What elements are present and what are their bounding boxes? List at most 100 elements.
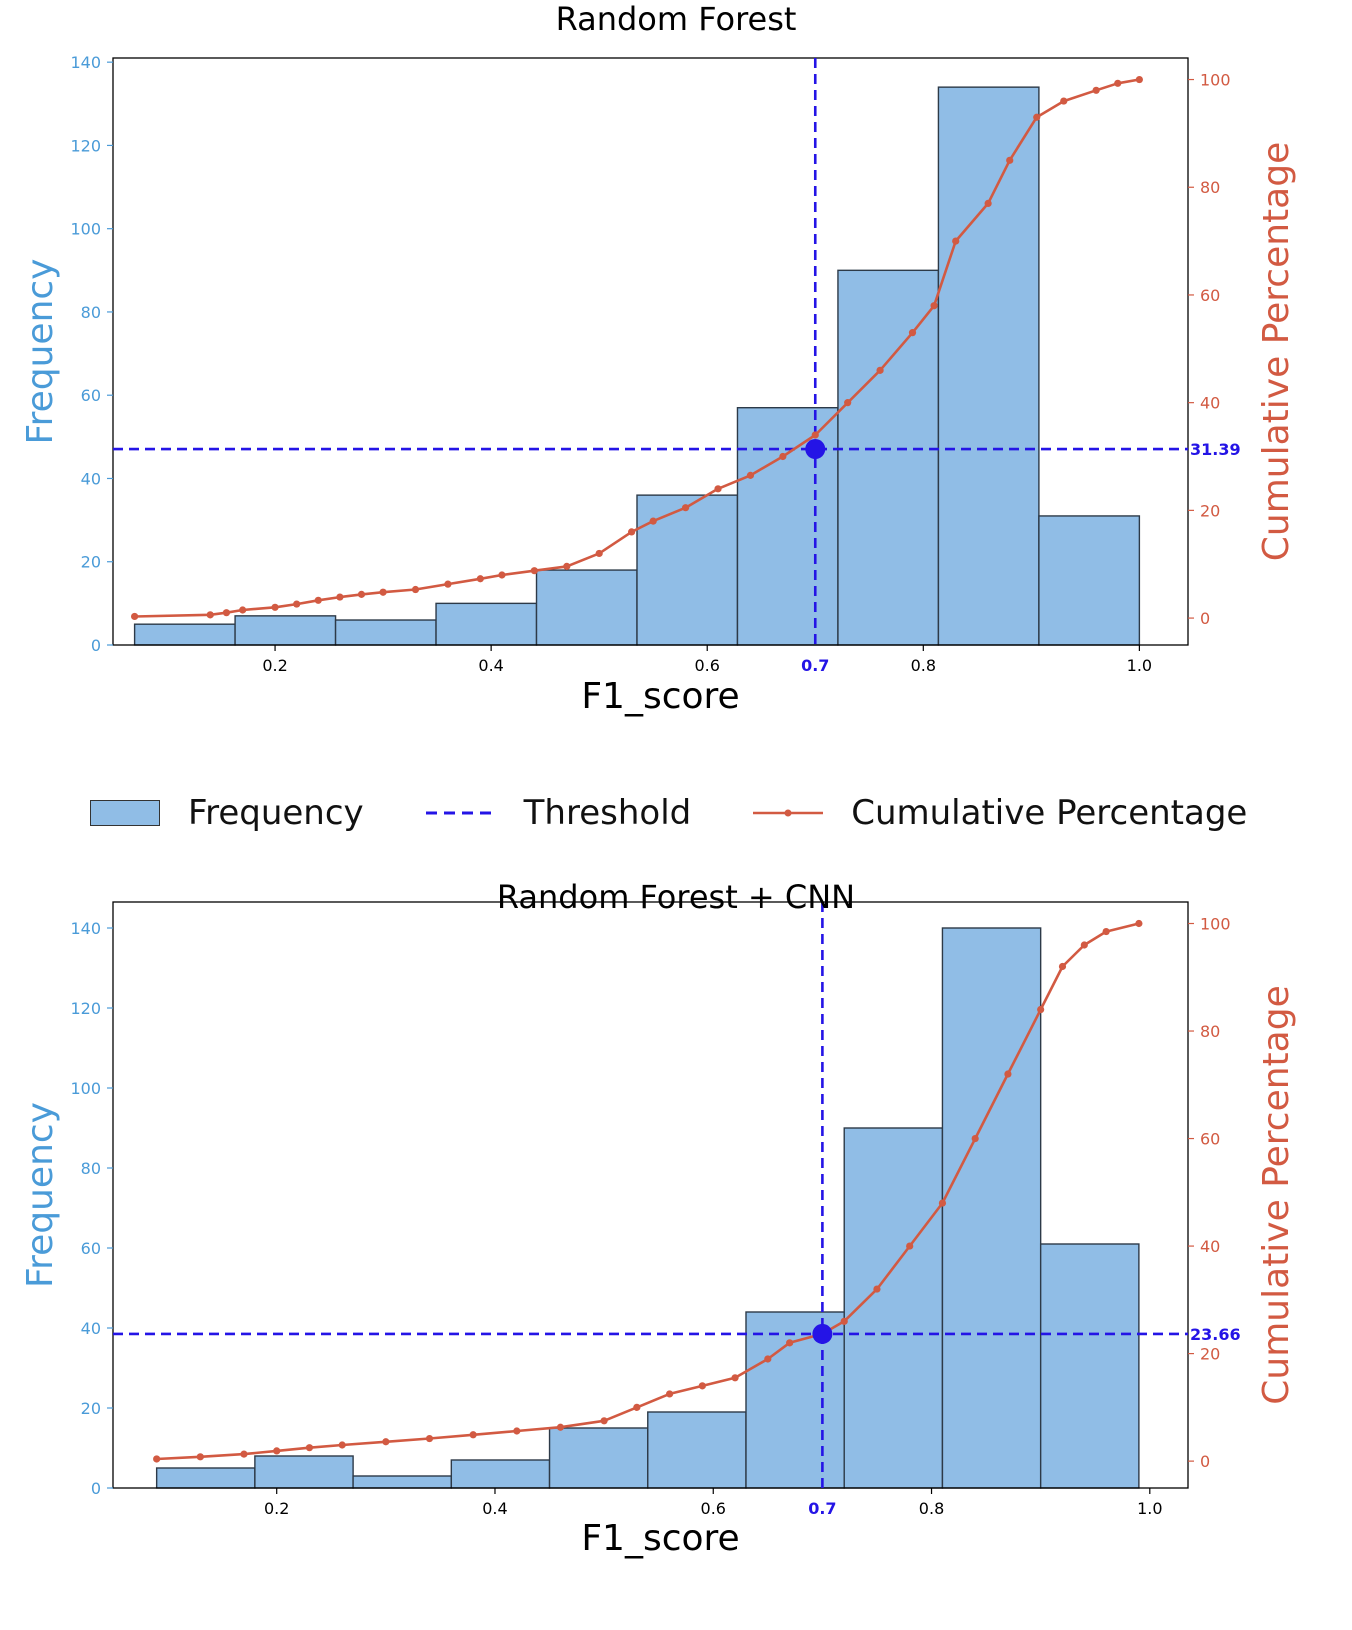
y-tick-label-right: 0 (1200, 1452, 1210, 1471)
cumulative-point (665, 1390, 674, 1398)
y-tick-label-right: 20 (1200, 1345, 1220, 1364)
cumulative-point (786, 1339, 794, 1347)
y-axis-label-right: Cumulative Percentage (1256, 985, 1297, 1404)
histogram-bar (254, 1455, 354, 1489)
x-tick-label: 0.6 (694, 656, 719, 675)
legend-item-threshold: Threshold (425, 793, 692, 833)
y-tick-label-left: 80 (81, 303, 101, 322)
threshold-x-label: 0.7 (808, 1499, 836, 1518)
cumulative-point (357, 590, 366, 598)
histogram-bar (937, 86, 1040, 646)
histogram-bar (647, 1411, 747, 1489)
cumulative-line (156, 922, 1140, 1461)
x-axis-label: F1_score (581, 1518, 739, 1559)
y-tick-label-left: 60 (81, 386, 101, 405)
y-tick-label-left: 120 (70, 999, 101, 1018)
cumulative-point (698, 1382, 706, 1390)
y-tick-label-left: 100 (70, 220, 101, 239)
y-tick-label-left: 100 (70, 1079, 101, 1098)
cumulative-point (984, 199, 992, 208)
cumulative-markers (131, 75, 1143, 621)
cumulative-point (779, 452, 787, 461)
cumulative-point (764, 1355, 772, 1363)
histogram-bar (234, 615, 337, 646)
cumulative-point (840, 1317, 848, 1325)
y-tick-label-right: 0 (1200, 609, 1210, 628)
cumulative-point (336, 593, 344, 601)
chart-random-forest: 0 20 40 60 80 100 120 140 0 20 40 60 80 100 0.2 0.4 0.6 0… (20, 53, 1297, 717)
legend-item-cumulative: Cumulative Percentage (753, 793, 1247, 833)
y-axis-label-left: Frequency (20, 1102, 61, 1288)
plot-frame (112, 901, 1189, 1489)
threshold-intersection-point (812, 1323, 833, 1344)
cumulative-point (240, 1450, 248, 1458)
histogram-bar (155, 1467, 256, 1489)
cumulative-point (1006, 156, 1014, 164)
y-tick-label-left: 40 (81, 1319, 101, 1338)
cumulative-point (595, 549, 603, 558)
cumulative-point (908, 329, 917, 337)
cumulative-point (1102, 927, 1110, 936)
cumulative-point (196, 1453, 204, 1461)
legend-line-cumulative (753, 809, 824, 817)
cumulative-point (338, 1441, 346, 1449)
cumulative-point (273, 1447, 281, 1455)
y-tick-label-left: 80 (81, 1159, 101, 1178)
cumulative-point (600, 1417, 608, 1425)
cumulative-point (425, 1434, 434, 1443)
x-tick-label: 0.4 (482, 1499, 507, 1518)
y-tick-label-left: 0 (91, 1479, 101, 1498)
cumulative-point (498, 571, 506, 579)
cumulative-point (206, 611, 214, 619)
cumulative-point (649, 517, 657, 525)
histogram-bar (843, 1127, 944, 1489)
chart-random-forest-cnn: 0 20 40 60 80 100 120 140 0 20 40 60 80 100 0.2 0.4 0.6 0… (20, 901, 1297, 1559)
legend-swatch-frequency (90, 800, 160, 826)
x-tick-label: 0.6 (701, 1499, 726, 1518)
cumulative-point (1080, 941, 1088, 949)
legend-line-threshold (425, 811, 496, 815)
x-tick-label: 1.0 (1127, 656, 1152, 675)
cumulative-point (746, 471, 755, 479)
cumulative-point (952, 237, 960, 245)
cumulative-point (633, 1403, 641, 1411)
y-tick-label-right: 100 (1200, 915, 1231, 934)
y-tick-label-left: 20 (81, 553, 101, 572)
cumulative-point (938, 1199, 947, 1207)
legend-item-frequency: Frequency (90, 793, 364, 833)
cumulative-point (305, 1444, 314, 1452)
y-axis-label-right: Cumulative Percentage (1256, 142, 1297, 561)
cumulative-point (682, 504, 690, 512)
cumulative-point (293, 600, 301, 608)
cumulative-point (411, 585, 420, 594)
cumulative-point (1135, 75, 1143, 84)
cumulative-point (876, 366, 884, 374)
threshold-x-label: 0.7 (801, 656, 829, 675)
y-tick-label-left: 40 (81, 469, 101, 488)
y-tick-label-right: 40 (1200, 1237, 1220, 1256)
cumulative-point (844, 399, 852, 407)
cumulative-point (811, 431, 819, 439)
y-tick-label-right: 20 (1200, 501, 1220, 520)
histogram-bar (1038, 515, 1141, 646)
histogram-bar (548, 1427, 649, 1489)
y-tick-label-left: 140 (70, 53, 101, 72)
cumulative-point (314, 596, 322, 604)
y-tick-label-left: 140 (70, 919, 101, 938)
y-tick-label-left: 120 (70, 136, 101, 155)
cumulative-point (1135, 919, 1143, 928)
histogram-bar (636, 494, 739, 646)
histogram-bars (133, 86, 1141, 646)
cumulative-point (476, 575, 484, 583)
x-tick-label: 1.0 (1137, 1499, 1162, 1518)
cumulative-point (1060, 97, 1068, 105)
legend: Frequency Threshold Cumulative Percentag… (90, 790, 1309, 836)
y-tick-label-left: 60 (81, 1239, 101, 1258)
y-tick-label-right: 60 (1200, 1130, 1220, 1149)
y-axis-label-left: Frequency (20, 259, 61, 445)
legend-label-threshold: Threshold (523, 793, 692, 833)
legend-label-frequency: Frequency (188, 793, 364, 833)
x-axis-label: F1_score (581, 676, 739, 717)
cumulative-point (530, 567, 538, 575)
